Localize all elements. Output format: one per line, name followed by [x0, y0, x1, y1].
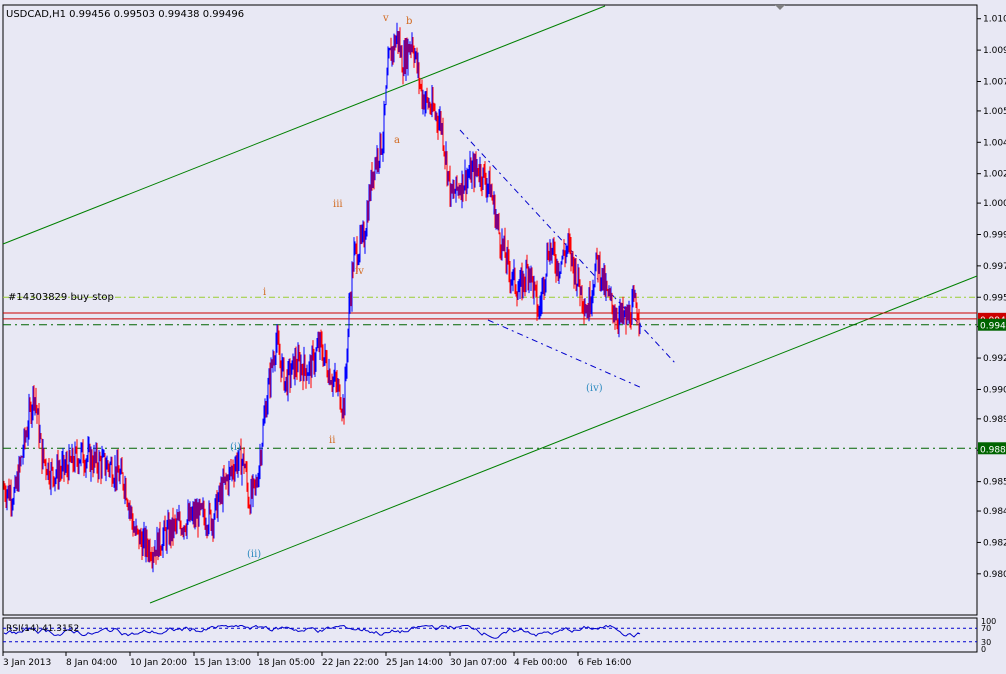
y-tick-label: 1.007 [983, 77, 1006, 87]
wave-labels: v b a iii iv i ii (i) (ii) (iv) [230, 13, 603, 560]
y-tick-label: 0.982 [983, 538, 1006, 548]
y-tick-label: 0.999 [983, 230, 1006, 240]
rsi-tick-label: 30 [981, 638, 991, 647]
rsi-plot-frame [2, 617, 978, 653]
y-tick-label: 1.004 [983, 138, 1006, 148]
y-tick-label: 1.005 [983, 107, 1006, 117]
y-tick-label: 1.009 [983, 46, 1006, 56]
x-tick-label: 4 Feb 00:00 [514, 658, 568, 668]
channel-lower-line [149, 275, 978, 604]
wave-label-a: a [394, 135, 400, 146]
price-series [3, 22, 641, 573]
price-tag-label: 0.988 [980, 445, 1006, 455]
time-axis: 3 Jan 2013 8 Jan 04:00 10 Jan 20:00 15 Jan … [2, 652, 632, 668]
x-tick-label: 30 Jan 07:00 [450, 658, 507, 668]
wave-label-ii: ii [329, 435, 335, 446]
x-tick-label: 25 Jan 14:00 [386, 658, 443, 668]
x-tick-label: 18 Jan 05:00 [258, 658, 315, 668]
x-tick-label: 10 Jan 20:00 [130, 658, 187, 668]
price-tag-box [978, 442, 1006, 455]
wave-label-minor-iv: (iv) [586, 383, 603, 394]
y-tick-label: 0.992 [983, 354, 1006, 364]
rsi-tick-label: 100 [981, 617, 996, 626]
x-tick-label: 3 Jan 2013 [3, 658, 51, 668]
order-label: #14303829 buy stop [8, 292, 114, 303]
chart-shift-marker[interactable] [775, 5, 785, 10]
wedge-upper-line [459, 129, 677, 365]
y-tick-label: 1.000 [983, 199, 1006, 209]
wave-label-b: b [406, 16, 412, 27]
y-tick-label: 0.980 [983, 570, 1006, 580]
main-plot-frame [2, 4, 978, 616]
wedge-lower-line [487, 319, 643, 389]
channel-lines [2, 5, 978, 604]
x-tick-label: 15 Jan 13:00 [194, 658, 251, 668]
y-tick-label: 1.010 [983, 15, 1006, 25]
price-tag-label: 0.994 [980, 322, 1006, 332]
x-tick-label: 6 Feb 16:00 [578, 658, 632, 668]
wave-label-iii: iii [333, 199, 343, 210]
rsi-tick-label: 0 [981, 645, 986, 654]
rsi-line [3, 624, 641, 639]
price-axis: 1.010 1.009 1.007 1.005 1.004 1.002 1.000 0.999… [977, 15, 1006, 580]
symbol-header: USDCAD,H1 0.99456 0.99503 0.99438 0.9949… [6, 9, 244, 20]
wave-label-iv: iv [355, 266, 364, 277]
wave-label-v: v [382, 13, 389, 24]
y-tick-label: 0.995 [983, 293, 1006, 303]
channel-upper-line [2, 5, 606, 245]
y-tick-label: 0.984 [983, 507, 1006, 517]
rsi-tick-label: 70 [981, 624, 991, 633]
wave-label-minor-i: (i) [230, 442, 241, 453]
horizontal-levels [3, 296, 977, 449]
y-tick-label: 1.002 [983, 170, 1006, 180]
rsi-label: RSI(14) 41.3152 [6, 624, 79, 634]
wedge-lines [459, 129, 677, 389]
x-tick-label: 22 Jan 22:00 [322, 658, 379, 668]
y-tick-label: 0.989 [983, 415, 1006, 425]
y-tick-label: 0.985 [983, 478, 1006, 488]
price-tag-box [978, 318, 1006, 331]
y-tick-label: 0.997 [983, 262, 1006, 272]
wave-label-i: i [263, 287, 266, 298]
wave-label-minor-ii: (ii) [247, 549, 261, 560]
y-tick-label: 0.990 [983, 385, 1006, 395]
x-tick-label: 8 Jan 04:00 [66, 658, 118, 668]
